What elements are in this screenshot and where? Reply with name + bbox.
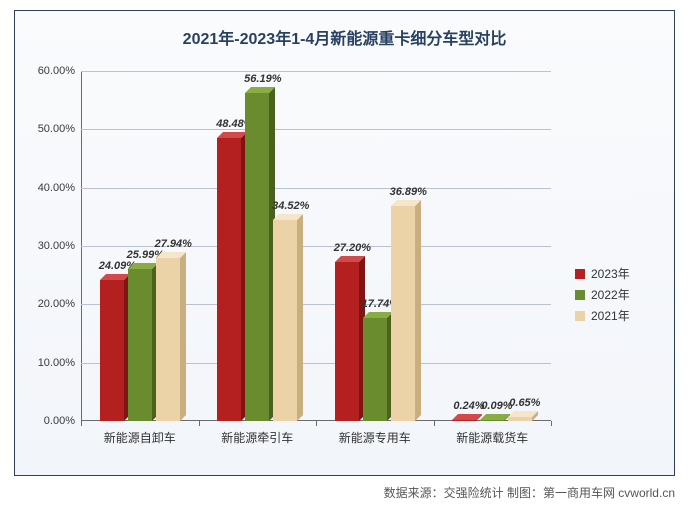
bar-front	[508, 417, 532, 421]
category-label: 新能源牵引车	[221, 429, 293, 446]
bar: 36.89%	[391, 206, 415, 421]
x-tick	[316, 421, 317, 426]
bar-front	[480, 420, 504, 421]
x-tick	[551, 421, 552, 426]
bar-front	[217, 138, 241, 421]
plot-area: 0.00%10.00%20.00%30.00%40.00%50.00%60.00…	[81, 71, 551, 421]
y-tick-label: 50.00%	[38, 123, 75, 135]
bar: 0.65%	[508, 417, 532, 421]
category-label: 新能源自卸车	[104, 429, 176, 446]
category-label: 新能源专用车	[339, 429, 411, 446]
bar-side	[297, 214, 303, 421]
bar: 48.48%	[217, 138, 241, 421]
bar-front	[391, 206, 415, 421]
legend-swatch	[575, 269, 585, 279]
chart-wrap: 2021年-2023年1-4月新能源重卡细分车型对比 0.00%10.00%20…	[0, 0, 689, 507]
chart-box: 2021年-2023年1-4月新能源重卡细分车型对比 0.00%10.00%20…	[14, 10, 675, 476]
y-tick-label: 20.00%	[38, 298, 75, 310]
x-tick	[434, 421, 435, 426]
bar-front	[335, 262, 359, 421]
bar-front	[245, 93, 269, 421]
bar: 56.19%	[245, 93, 269, 421]
bar-side	[415, 200, 421, 421]
bar: 17.74%	[363, 318, 387, 421]
value-label: 56.19%	[244, 73, 281, 85]
legend-item: 2022年	[575, 286, 630, 303]
bar: 0.09%	[480, 420, 504, 421]
bar: 25.99%	[128, 269, 152, 421]
value-label: 0.24%	[453, 400, 484, 412]
legend-label: 2022年	[591, 286, 630, 303]
value-label: 0.09%	[481, 400, 512, 412]
legend-item: 2021年	[575, 307, 630, 324]
legend: 2023年 2022年 2021年	[575, 261, 630, 328]
bar-front	[156, 258, 180, 421]
bar-front	[452, 420, 476, 421]
x-tick	[81, 421, 82, 426]
chart-title: 2021年-2023年1-4月新能源重卡细分车型对比	[15, 25, 674, 49]
y-tick-label: 10.00%	[38, 357, 75, 369]
bar: 0.24%	[452, 420, 476, 421]
bar-front	[100, 280, 124, 421]
value-label: 27.94%	[155, 238, 192, 250]
bar: 34.52%	[273, 220, 297, 421]
value-label: 0.65%	[509, 397, 540, 409]
value-label: 36.89%	[390, 186, 427, 198]
y-tick-label: 30.00%	[38, 240, 75, 252]
bar-front	[273, 220, 297, 421]
bar-front	[363, 318, 387, 421]
footer-text: 数据来源：交强险统计 制图：第一商用车网 cvworld.cn	[14, 484, 675, 501]
grid-line	[81, 71, 551, 72]
bar-side	[180, 252, 186, 421]
y-tick-label: 40.00%	[38, 182, 75, 194]
grid-line	[81, 188, 551, 189]
bar: 27.94%	[156, 258, 180, 421]
y-tick-label: 60.00%	[38, 65, 75, 77]
bar: 27.20%	[335, 262, 359, 421]
legend-swatch	[575, 311, 585, 321]
legend-label: 2023年	[591, 265, 630, 282]
x-tick	[199, 421, 200, 426]
legend-label: 2021年	[591, 307, 630, 324]
bar-front	[128, 269, 152, 421]
category-label: 新能源载货车	[456, 429, 528, 446]
y-tick-label: 0.00%	[44, 415, 75, 427]
legend-swatch	[575, 290, 585, 300]
grid-line	[81, 129, 551, 130]
legend-item: 2023年	[575, 265, 630, 282]
value-label: 27.20%	[334, 242, 371, 254]
grid-line	[81, 246, 551, 247]
bar: 24.09%	[100, 280, 124, 421]
value-label: 34.52%	[272, 200, 309, 212]
